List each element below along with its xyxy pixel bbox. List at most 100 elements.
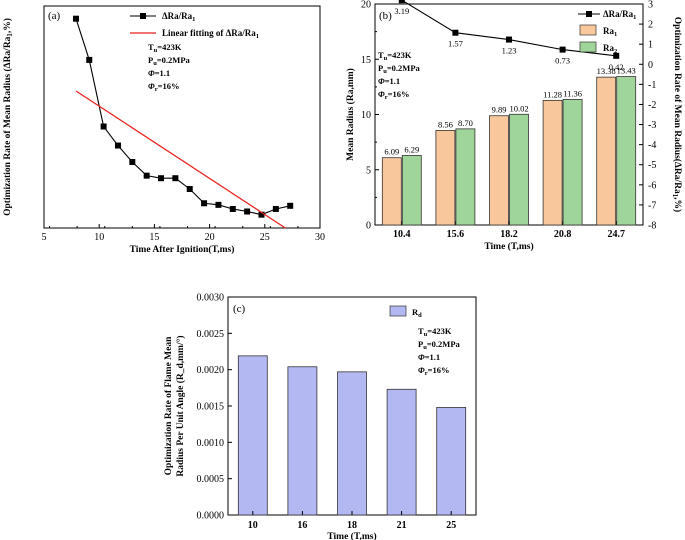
x-tick-label-a: 25	[260, 232, 270, 243]
annotation-b: Tu=423K	[378, 50, 412, 62]
data-label-b: 10.02	[509, 103, 528, 113]
y-tick-label-c: 0.0005	[197, 474, 225, 485]
y-tick-label-c: 0.0030	[197, 293, 225, 304]
bar-b	[509, 113, 529, 226]
chart-c: 0.0000 0.0005 0.0010 0.0015 0.0020 0.0025 0.00…	[164, 293, 477, 540]
legend-label-a1: ΔRa/Ra1​	[162, 11, 195, 23]
data-point-a	[244, 208, 251, 215]
y-tick-label-c: 0.0020	[197, 365, 225, 376]
y-right-tick-label-b: -7	[648, 200, 656, 211]
y-axis-label-c-line2: Radius Per Unit Angle (R_d,mm/°)	[175, 335, 186, 476]
y-tick-label-c: 0.0015	[197, 402, 225, 413]
y-axis-label-a: Optimization Rate of Mean Radius (ΔRa/Ra…	[2, 18, 14, 216]
data-label-b: 9.89	[492, 105, 507, 115]
legend-marker-a	[140, 13, 146, 19]
x-tick-label-a: 15	[149, 232, 159, 243]
y-right-tick-label-b: 2	[648, 20, 653, 31]
line-data-label-b: 1.23	[502, 46, 517, 56]
bar-b	[562, 99, 583, 226]
annotation-a: Tu=423K	[148, 42, 182, 54]
bar-b	[596, 76, 617, 226]
data-point-a	[143, 172, 150, 179]
bar-b	[455, 128, 476, 226]
data-label-b: 6.29	[404, 144, 419, 154]
y-right-tick-label-b: 3	[648, 0, 653, 11]
data-label-b: 8.56	[438, 119, 453, 129]
data-label-b: 6.09	[384, 147, 399, 157]
bar-c	[386, 388, 417, 516]
y-right-axis-label-b: Optimization Rate of Mean Radius(ΔRa/Ra1…	[671, 17, 683, 212]
x-tick-label-c: 16	[297, 520, 307, 531]
data-point-b	[398, 0, 405, 4]
annotation-b: Φr=16%	[378, 89, 409, 101]
y-tick-label-c: 0.0025	[197, 329, 225, 340]
x-tick-label-c: 21	[397, 520, 407, 531]
y-right-tick-label-b: -4	[648, 140, 656, 151]
chart-a: 5 10 15 20 25 30 Time After Ignition(T,ms) Opti…	[2, 5, 325, 255]
y-right-tick-label-b: -2	[648, 100, 656, 111]
data-point-a	[158, 175, 165, 182]
bar-c	[436, 407, 467, 516]
data-point-a	[258, 211, 265, 218]
legend-label-c: Rd	[412, 307, 422, 319]
plot-frame-a	[43, 5, 321, 229]
annotation-c: Tu=423K	[418, 326, 452, 338]
legend-swatch-c	[389, 305, 407, 317]
annotation-a: Φ=1.1	[148, 68, 170, 78]
data-point-a	[129, 159, 136, 166]
chart-b: 0 5 10 15 20 -8 -7 -6 -5 -4 -3 -2 -1 0 1 2 3 10.4 6.09 6.29…	[345, 0, 683, 252]
data-point-a	[100, 123, 107, 130]
data-point-a	[172, 175, 179, 182]
x-tick-label-c: 25	[446, 520, 456, 531]
data-point-a	[272, 205, 279, 212]
data-point-a	[86, 56, 93, 63]
y-axis-label-b: Mean Radius (Ra,mm)	[345, 68, 356, 161]
x-tick-label-a: 30	[315, 232, 325, 243]
data-point-b	[613, 52, 620, 59]
data-point-b	[506, 36, 512, 43]
series-line-a	[75, 18, 291, 216]
y-tick-label-b: 15	[361, 55, 371, 66]
bar-b	[401, 155, 422, 226]
x-tick-label-a: 10	[94, 232, 104, 243]
legend-marker-b	[586, 11, 592, 17]
data-label-b: 8.70	[458, 118, 473, 128]
y-right-tick-label-b: 0	[648, 60, 653, 71]
bar-c	[337, 371, 367, 516]
data-label-b: 13.43	[617, 66, 636, 76]
x-tick-label-c: 18	[347, 520, 357, 531]
x-tick-label-b: 18.2	[500, 229, 518, 240]
bar-b	[435, 130, 456, 226]
y-tick-label-c: 0.0010	[197, 438, 225, 449]
y-tick-label-b: 5	[366, 165, 371, 176]
data-point-a	[201, 200, 208, 207]
y-tick-label-b: 0	[366, 221, 371, 232]
y-tick-label-b: 20	[361, 0, 371, 11]
annotation-b: Pu=0.2MPa	[378, 63, 421, 75]
data-point-a	[229, 205, 236, 212]
data-point-a	[186, 185, 193, 192]
bar-b	[381, 157, 402, 226]
bar-c	[237, 355, 268, 516]
data-point-a	[114, 142, 121, 149]
y-tick-label-b: 10	[361, 110, 371, 121]
data-point-b	[452, 29, 459, 36]
x-tick-label-b: 15.6	[447, 229, 465, 240]
legend-label-b: Ra1​	[603, 26, 617, 38]
annotation-a: Φr=16%	[148, 81, 179, 93]
bar-c	[287, 366, 318, 516]
line-data-label-b: 3.19	[394, 6, 409, 16]
line-data-label-b: 0.42	[609, 62, 624, 72]
bar-b	[616, 76, 637, 226]
legend-swatch-b	[579, 24, 597, 36]
y-axis-label-c-line1: Optimization Rate of Flame Mean	[164, 336, 174, 475]
data-label-b: 11.36	[563, 88, 582, 98]
data-point-a	[287, 202, 294, 209]
line-data-label-b: 0.73	[555, 56, 570, 66]
x-tick-label-c: 10	[248, 520, 258, 531]
legend-label-a2: Linear fitting of ΔRa/Ra1​	[162, 28, 259, 40]
y-right-tick-label-b: -8	[648, 221, 656, 232]
x-tick-label-b: 24.7	[607, 229, 625, 240]
annotation-a: Pu=0.2MPa	[148, 55, 191, 67]
y-right-tick-label-b: -3	[648, 120, 656, 131]
